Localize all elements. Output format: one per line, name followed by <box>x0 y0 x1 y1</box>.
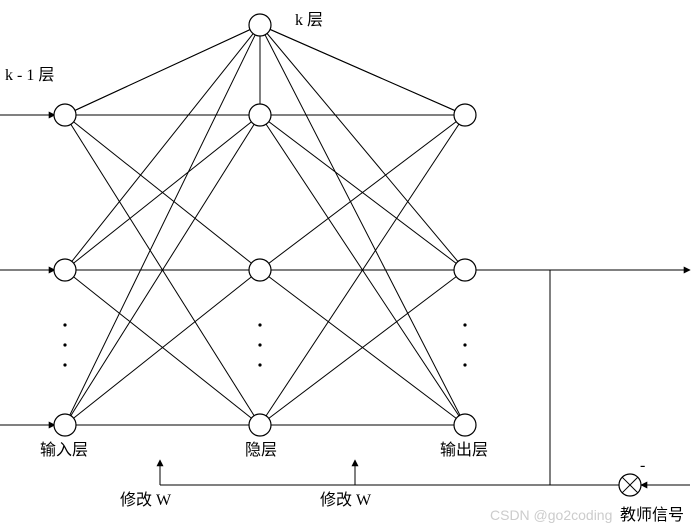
label-modify_w1: 修改 W <box>120 491 172 509</box>
edges <box>0 25 690 485</box>
nn-diagram: k 层 k - 1 层输入层 隐层 输出层修改 W 修改 W 教师信号 - CSDN @go2… <box>0 0 697 532</box>
labels: k 层 k - 1 层输入层 隐层 输出层修改 W 修改 W 教师信号 - CSDN @go2… <box>5 12 684 524</box>
label-minus: - <box>640 457 645 474</box>
label-output_layer: 输出层 <box>440 441 488 459</box>
watermark: CSDN @go2coding <box>490 507 612 523</box>
label-modify_w2: 修改 W <box>320 491 372 509</box>
label-k_1_layer: k - 1 层 <box>5 67 54 84</box>
nodes <box>54 14 641 496</box>
label-teacher: 教师信号 <box>620 506 684 524</box>
label-input_layer: 输入层 <box>40 441 88 459</box>
label-k_layer: k 层 <box>295 12 323 29</box>
label-hidden_layer: 隐层 <box>245 441 277 459</box>
